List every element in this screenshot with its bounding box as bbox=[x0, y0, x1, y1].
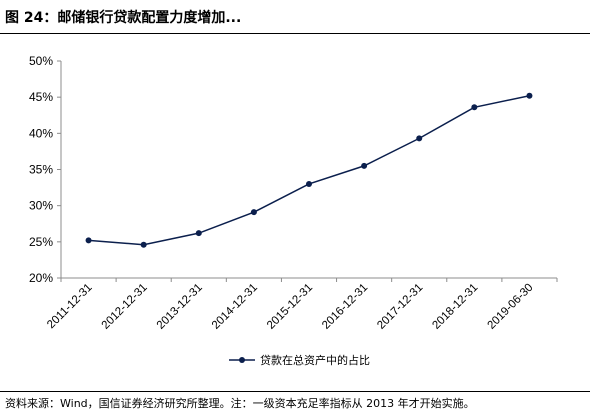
y-tick-label: 45% bbox=[29, 90, 53, 104]
x-tick-label: 2012-12-31 bbox=[100, 282, 150, 332]
y-axis: 20% 25% 30% 35% 40% 45% 50% bbox=[29, 54, 62, 285]
x-tick-label: 2016-12-31 bbox=[320, 282, 370, 332]
data-point bbox=[250, 209, 257, 216]
y-tick-label: 30% bbox=[29, 199, 53, 213]
x-tick-label: 2017-12-31 bbox=[375, 282, 425, 332]
series-layer bbox=[85, 92, 533, 248]
data-point bbox=[526, 92, 533, 99]
title-rule bbox=[0, 33, 590, 34]
series-line bbox=[88, 94, 530, 246]
line-chart: 20% 25% 30% 35% 40% 45% 50% 2011-12-31 2012-12-… bbox=[29, 54, 558, 367]
x-tick-label: 2018-12-31 bbox=[430, 282, 480, 332]
data-point bbox=[471, 104, 478, 111]
source-rule bbox=[0, 391, 590, 392]
x-tick-label: 2019-06-30 bbox=[485, 282, 535, 332]
data-point bbox=[195, 230, 202, 237]
legend: 贷款在总资产中的占比 bbox=[229, 353, 370, 367]
data-point bbox=[416, 135, 423, 142]
figure-title: 图 24：邮储银行贷款配置力度增加... bbox=[5, 10, 242, 26]
data-point bbox=[361, 162, 368, 169]
y-tick-label: 35% bbox=[29, 163, 53, 177]
y-tick-label: 50% bbox=[29, 54, 53, 68]
source-note: 资料来源：Wind，国信证券经济研究所整理。注：一级资本充足率指标从 2013 … bbox=[5, 397, 475, 410]
x-tick-label: 2013-12-31 bbox=[155, 282, 205, 332]
x-tick-label: 2011-12-31 bbox=[45, 282, 94, 331]
data-point bbox=[306, 180, 312, 187]
x-axis: 2011-12-31 2012-12-31 2013-12-31 2014-12-31… bbox=[45, 277, 558, 332]
x-tick-label: 2015-12-31 bbox=[265, 282, 315, 332]
y-tick-label: 25% bbox=[29, 235, 53, 249]
y-tick-label: 20% bbox=[29, 271, 53, 285]
legend-marker bbox=[239, 357, 245, 363]
data-point bbox=[85, 237, 92, 244]
legend-label: 贷款在总资产中的占比 bbox=[260, 353, 370, 367]
x-tick-label: 2014-12-31 bbox=[210, 282, 260, 332]
data-point bbox=[140, 241, 147, 248]
y-tick-label: 40% bbox=[29, 126, 53, 140]
